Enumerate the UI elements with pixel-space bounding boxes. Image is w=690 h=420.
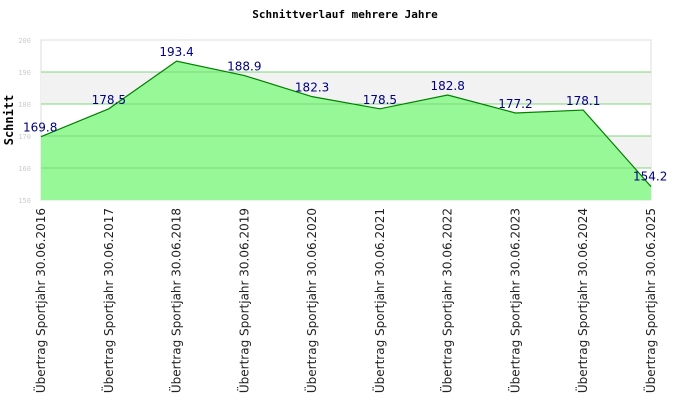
y-tick-label: 160 xyxy=(18,165,31,173)
x-tick-label: Übertrag Sportjahr 30.06.2024 xyxy=(574,208,590,393)
x-tick-label: Übertrag Sportjahr 30.06.2018 xyxy=(168,208,184,393)
data-label: 154.2 xyxy=(633,170,667,184)
x-tick-label: Übertrag Sportjahr 30.06.2020 xyxy=(303,208,319,393)
x-tick-label: Übertrag Sportjahr 30.06.2022 xyxy=(439,208,455,393)
chart-title: Schnittverlauf mehrere Jahre xyxy=(252,8,438,21)
series-line xyxy=(40,60,652,187)
x-tick-label: Übertrag Sportjahr 30.06.2019 xyxy=(235,208,251,393)
x-tick-label: Übertrag Sportjahr 30.06.2025 xyxy=(642,208,658,393)
y-tick-label: 200 xyxy=(18,37,31,45)
data-label: 182.3 xyxy=(295,81,329,95)
data-label: 178.5 xyxy=(363,93,397,107)
data-label: 188.9 xyxy=(227,60,261,74)
y-tick-label: 190 xyxy=(18,69,31,77)
y-tick-label: 150 xyxy=(18,197,31,205)
data-label: 177.2 xyxy=(498,97,532,111)
area-fill xyxy=(41,61,651,201)
data-label: 178.1 xyxy=(566,94,600,108)
data-label: 178.5 xyxy=(92,93,126,107)
data-label: 193.4 xyxy=(159,45,193,59)
data-label: 182.8 xyxy=(430,79,464,93)
y-axis-label: Schnitt xyxy=(2,95,16,146)
x-tick-label: Übertrag Sportjahr 30.06.2023 xyxy=(506,208,522,393)
y-tick-label: 180 xyxy=(18,101,31,109)
x-tick-label: Übertrag Sportjahr 30.06.2017 xyxy=(100,208,116,393)
x-tick-label: Übertrag Sportjahr 30.06.2021 xyxy=(371,208,387,393)
y-tick-label: 170 xyxy=(18,133,31,141)
data-label: 169.8 xyxy=(23,121,57,135)
x-tick-label: Übertrag Sportjahr 30.06.2016 xyxy=(32,208,48,393)
